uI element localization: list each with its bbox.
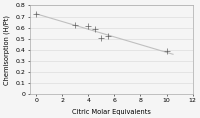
X-axis label: Citric Molar Equivalents: Citric Molar Equivalents	[72, 109, 151, 115]
Point	[34, 13, 38, 15]
Point	[100, 37, 103, 39]
Point	[165, 50, 168, 52]
Point	[106, 35, 109, 37]
Point	[93, 28, 96, 30]
Point	[74, 24, 77, 26]
Y-axis label: Chemisorption (H/Pt): Chemisorption (H/Pt)	[3, 15, 10, 85]
Point	[87, 25, 90, 27]
